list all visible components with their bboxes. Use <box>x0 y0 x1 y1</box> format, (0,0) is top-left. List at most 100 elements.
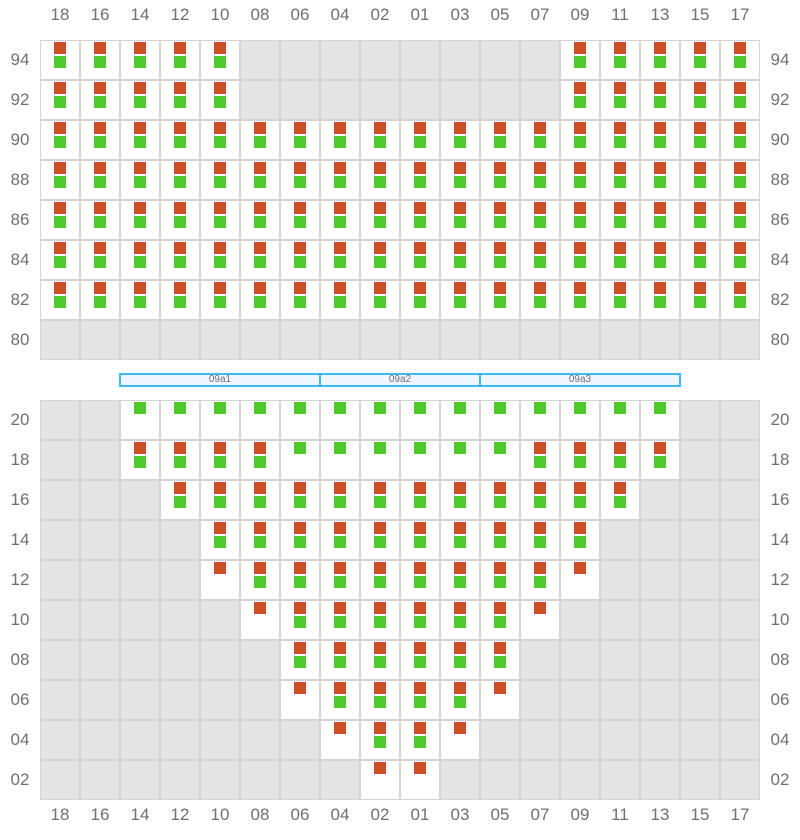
seat-cell[interactable] <box>400 280 440 320</box>
seat-cell[interactable] <box>320 160 360 200</box>
seat-cell[interactable] <box>600 120 640 160</box>
seat-cell[interactable] <box>360 200 400 240</box>
seat-cell[interactable] <box>40 120 80 160</box>
seat-cell[interactable] <box>440 240 480 280</box>
seat-cell[interactable] <box>320 120 360 160</box>
seat-cell[interactable] <box>480 520 520 560</box>
seat-cell[interactable] <box>160 40 200 80</box>
seat-cell[interactable] <box>440 120 480 160</box>
seat-cell[interactable] <box>280 600 320 640</box>
seat-cell[interactable] <box>680 280 720 320</box>
seat-cell[interactable] <box>400 560 440 600</box>
seat-cell[interactable] <box>600 200 640 240</box>
seat-cell[interactable] <box>440 560 480 600</box>
seat-cell[interactable] <box>480 240 520 280</box>
seat-cell[interactable] <box>560 480 600 520</box>
seat-cell[interactable] <box>360 240 400 280</box>
seat-cell[interactable] <box>320 280 360 320</box>
seat-cell[interactable] <box>240 160 280 200</box>
seat-cell[interactable] <box>520 560 560 600</box>
seat-cell[interactable] <box>440 680 480 720</box>
seat-cell[interactable] <box>160 80 200 120</box>
seat-cell[interactable] <box>280 400 320 440</box>
seat-cell[interactable] <box>240 440 280 480</box>
seat-cell[interactable] <box>320 600 360 640</box>
seat-cell[interactable] <box>240 560 280 600</box>
seat-cell[interactable] <box>360 600 400 640</box>
seat-cell[interactable] <box>280 640 320 680</box>
seat-cell[interactable] <box>40 200 80 240</box>
seat-cell[interactable] <box>400 160 440 200</box>
seat-cell[interactable] <box>240 520 280 560</box>
seat-cell[interactable] <box>160 480 200 520</box>
seat-cell[interactable] <box>80 160 120 200</box>
seat-cell[interactable] <box>160 240 200 280</box>
seat-cell[interactable] <box>160 440 200 480</box>
seat-cell[interactable] <box>320 440 360 480</box>
seat-cell[interactable] <box>440 720 480 760</box>
seat-cell[interactable] <box>360 520 400 560</box>
seat-cell[interactable] <box>400 520 440 560</box>
seat-cell[interactable] <box>40 80 80 120</box>
seat-cell[interactable] <box>520 520 560 560</box>
seat-cell[interactable] <box>200 40 240 80</box>
seat-cell[interactable] <box>320 720 360 760</box>
seat-cell[interactable] <box>640 280 680 320</box>
seat-cell[interactable] <box>240 240 280 280</box>
seat-cell[interactable] <box>680 200 720 240</box>
seat-cell[interactable] <box>480 440 520 480</box>
seat-cell[interactable] <box>360 680 400 720</box>
seat-cell[interactable] <box>520 240 560 280</box>
seat-cell[interactable] <box>440 200 480 240</box>
seat-cell[interactable] <box>120 200 160 240</box>
seat-cell[interactable] <box>360 400 400 440</box>
seat-cell[interactable] <box>640 80 680 120</box>
seat-cell[interactable] <box>600 480 640 520</box>
seat-cell[interactable] <box>520 600 560 640</box>
seat-cell[interactable] <box>280 480 320 520</box>
seat-cell[interactable] <box>480 480 520 520</box>
seat-cell[interactable] <box>200 280 240 320</box>
seat-cell[interactable] <box>680 80 720 120</box>
seat-cell[interactable] <box>560 160 600 200</box>
seat-cell[interactable] <box>720 120 760 160</box>
seat-cell[interactable] <box>80 80 120 120</box>
seat-cell[interactable] <box>320 240 360 280</box>
seat-cell[interactable] <box>120 240 160 280</box>
seat-cell[interactable] <box>120 440 160 480</box>
seat-cell[interactable] <box>600 440 640 480</box>
seat-cell[interactable] <box>320 400 360 440</box>
seat-cell[interactable] <box>480 680 520 720</box>
seat-cell[interactable] <box>280 560 320 600</box>
seat-cell[interactable] <box>640 160 680 200</box>
seat-cell[interactable] <box>80 240 120 280</box>
seat-cell[interactable] <box>440 640 480 680</box>
seat-cell[interactable] <box>360 480 400 520</box>
seat-cell[interactable] <box>280 680 320 720</box>
seat-cell[interactable] <box>680 120 720 160</box>
seat-cell[interactable] <box>400 720 440 760</box>
seat-cell[interactable] <box>640 120 680 160</box>
seat-cell[interactable] <box>440 160 480 200</box>
seat-cell[interactable] <box>680 240 720 280</box>
seat-cell[interactable] <box>560 400 600 440</box>
seat-cell[interactable] <box>440 520 480 560</box>
seat-cell[interactable] <box>400 640 440 680</box>
seat-cell[interactable] <box>280 520 320 560</box>
seat-cell[interactable] <box>120 400 160 440</box>
seat-cell[interactable] <box>280 160 320 200</box>
seat-cell[interactable] <box>520 440 560 480</box>
seat-cell[interactable] <box>240 120 280 160</box>
seat-cell[interactable] <box>560 240 600 280</box>
seat-cell[interactable] <box>160 200 200 240</box>
seat-cell[interactable] <box>520 160 560 200</box>
seat-cell[interactable] <box>280 280 320 320</box>
seat-cell[interactable] <box>560 200 600 240</box>
seat-cell[interactable] <box>600 80 640 120</box>
seat-cell[interactable] <box>280 440 320 480</box>
seat-cell[interactable] <box>480 560 520 600</box>
seat-cell[interactable] <box>400 400 440 440</box>
seat-cell[interactable] <box>520 120 560 160</box>
seat-cell[interactable] <box>200 80 240 120</box>
seat-cell[interactable] <box>360 160 400 200</box>
